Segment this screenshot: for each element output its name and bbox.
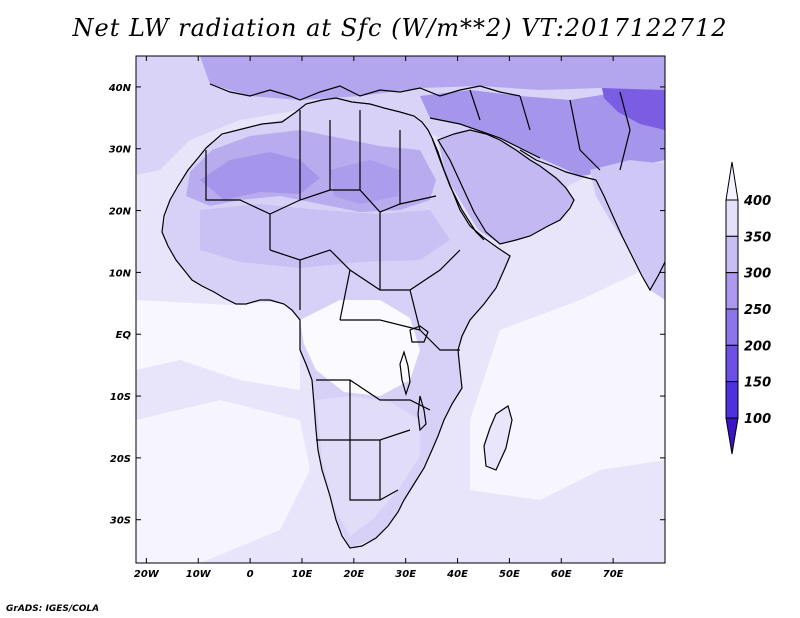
colorbar-box xyxy=(725,344,739,383)
eastsahara-core xyxy=(330,160,400,204)
southern-africa-field xyxy=(316,396,420,536)
colorbar-label: 150 xyxy=(744,376,771,391)
madagascar-coast xyxy=(483,405,513,471)
lon-tick-label: 70E xyxy=(603,569,624,580)
lat-tick-label: 10N xyxy=(109,268,132,279)
india-coast xyxy=(595,179,665,292)
europe-land xyxy=(200,56,665,100)
lat-tick-label: 30S xyxy=(110,516,131,527)
lon-tick-label: 10E xyxy=(292,569,313,580)
sahara-core xyxy=(200,152,320,200)
colorbar-top-arrow xyxy=(725,161,739,201)
lon-tick-label: 50E xyxy=(499,569,520,580)
lat-tick-label: 30N xyxy=(109,145,132,156)
longitude-axis: 20W 10W 0 10E 20E 30E 40E 50E 60E 70E xyxy=(134,56,624,580)
atlantic-clear xyxy=(136,300,300,390)
lat-tick-label: 10S xyxy=(110,392,131,403)
border-southern xyxy=(316,379,431,501)
colorbar: 100 150 200 250 300 350 400 xyxy=(725,161,771,455)
border-sahara xyxy=(205,110,437,290)
colorbar-label: 300 xyxy=(744,267,771,282)
middle-east-land xyxy=(420,88,665,176)
coastlines xyxy=(161,83,665,549)
lon-tick-label: 40E xyxy=(446,569,468,580)
lat-tick-label: 20S xyxy=(110,454,131,465)
colorbar-label: 100 xyxy=(744,412,771,427)
colorbar-label: 400 xyxy=(743,194,771,209)
map-frame xyxy=(135,55,666,564)
central-africa-clear xyxy=(300,300,420,396)
arabia-coast xyxy=(437,129,575,245)
lat-tick-label: 20N xyxy=(109,207,132,218)
india-land xyxy=(590,160,665,300)
map-field xyxy=(136,56,665,563)
colorbar-bottom-arrow xyxy=(725,417,739,455)
lon-tick-label: 20W xyxy=(134,569,160,580)
madagascar-land xyxy=(484,406,512,470)
colorbar-label: 250 xyxy=(744,303,771,318)
lon-tick-label: 20E xyxy=(343,569,364,580)
lon-tick-label: 60E xyxy=(551,569,572,580)
colorbar-box xyxy=(725,199,739,237)
latitude-axis: 40N 30N 20N 10N EQ 10S 20S 30S xyxy=(108,83,665,527)
border-middle-east xyxy=(429,89,631,171)
lon-tick-label: 10W xyxy=(186,569,212,580)
colorbar-box xyxy=(725,235,739,274)
arabia-land xyxy=(438,130,574,244)
colorbar-box xyxy=(725,272,739,310)
sahel-mid xyxy=(200,204,450,268)
border-central xyxy=(269,249,461,351)
lat-tick-label: EQ xyxy=(116,330,132,341)
colorbar-label: 350 xyxy=(744,230,771,245)
indian-ocean-clear xyxy=(470,260,665,500)
lon-tick-label: 30E xyxy=(395,569,416,580)
mediterranean-north xyxy=(209,83,521,101)
lake-victoria xyxy=(409,325,429,343)
africa-coast xyxy=(161,97,511,549)
red-sea xyxy=(431,137,485,241)
lake-malawi xyxy=(417,395,427,432)
lat-tick-label: 40N xyxy=(108,83,132,94)
grads-credit: GrADS: IGES/COLA xyxy=(6,604,100,614)
lon-tick-label: 0 xyxy=(247,569,254,580)
colorbar-box xyxy=(725,381,739,419)
persian-gulf-coast xyxy=(519,149,597,181)
map-title: Net LW radiation at Sfc (W/m**2) VT:2017… xyxy=(72,14,728,42)
southern-ocean-clear xyxy=(136,400,310,563)
colorbar-box xyxy=(725,308,739,346)
colorbar-label: 200 xyxy=(744,339,771,354)
lake-tanganyika xyxy=(399,349,411,397)
